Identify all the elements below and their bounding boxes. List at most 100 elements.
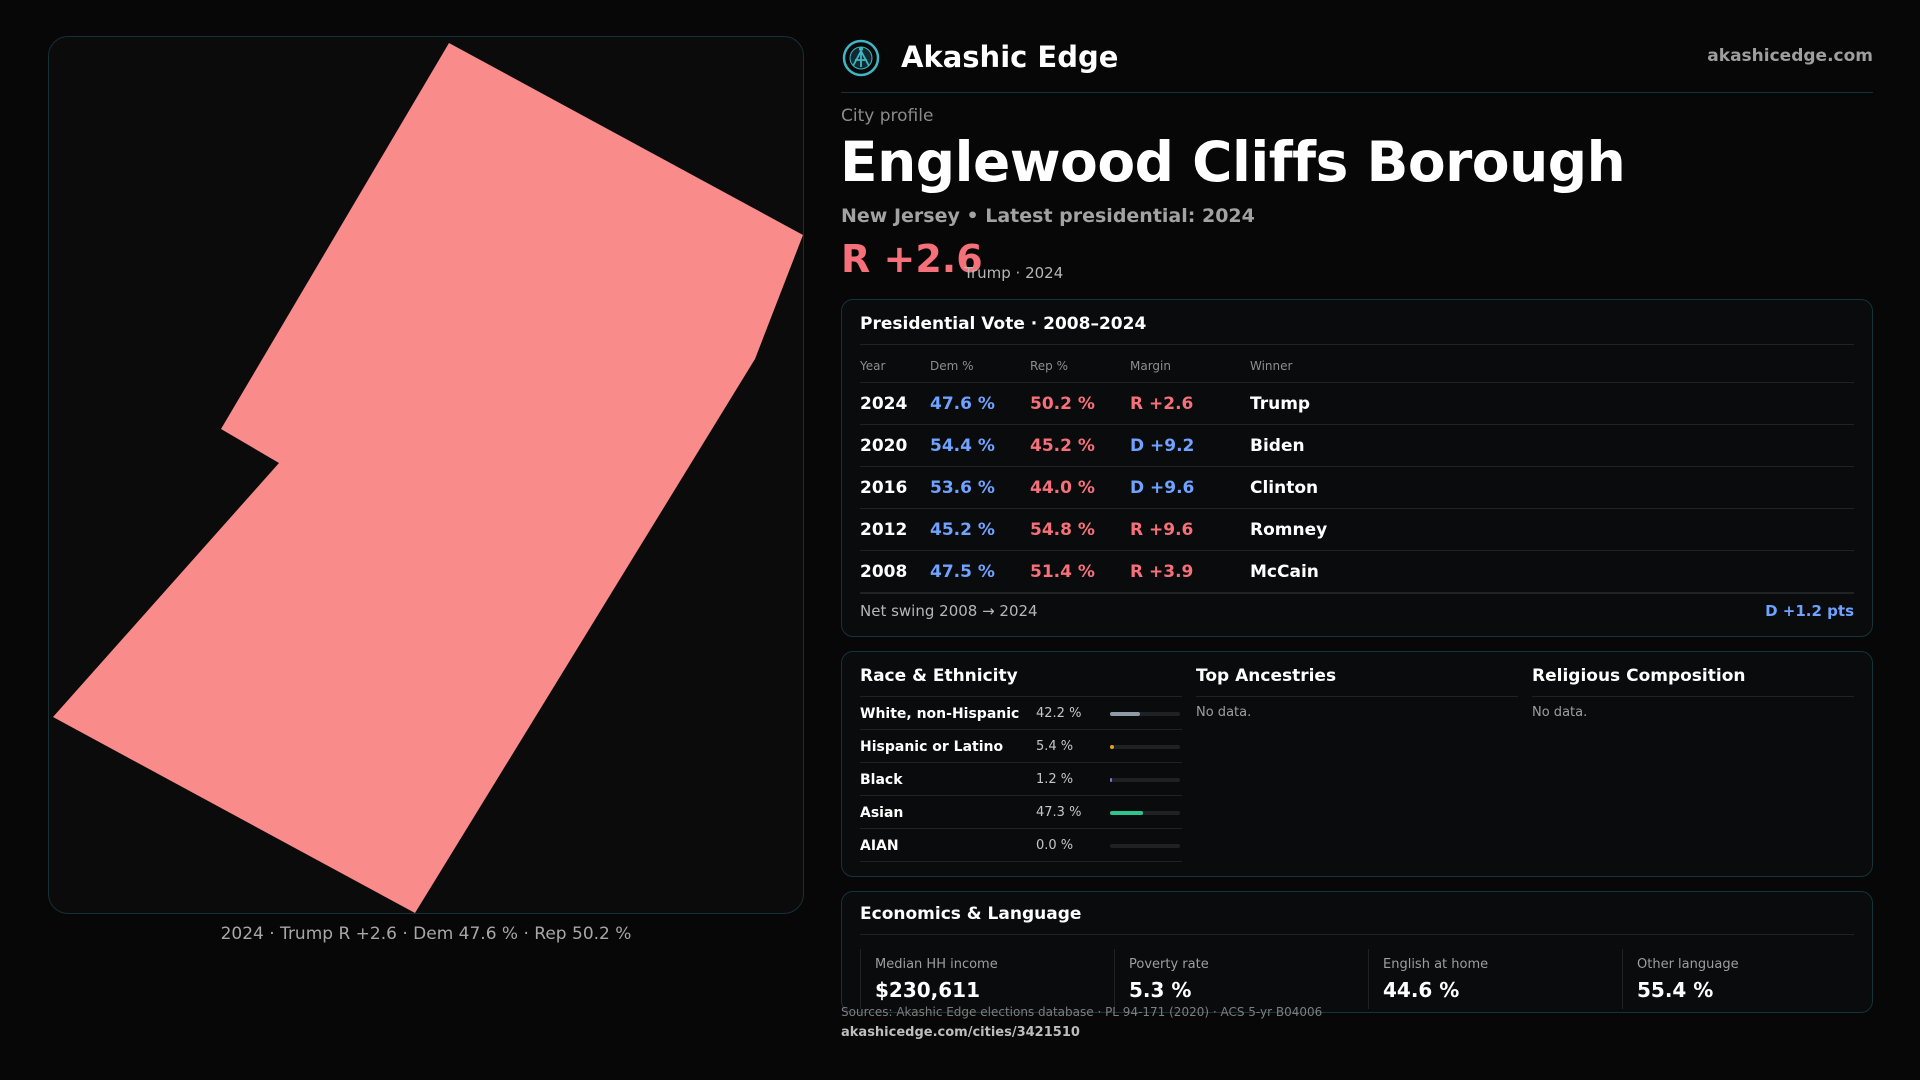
religion-empty: No data. — [1532, 705, 1588, 720]
row-winner: Romney — [1250, 508, 1854, 551]
race-bar — [1110, 811, 1180, 815]
table-row: 2008 47.5 % 51.4 % R +3.9 McCain — [860, 550, 1854, 593]
economics-title: Economics & Language — [860, 904, 1082, 924]
race-bar-fill — [1110, 712, 1140, 716]
row-dem: 45.2 % — [930, 508, 1030, 551]
page-title: Englewood Cliffs Borough — [840, 130, 1626, 194]
race-bar — [1110, 712, 1180, 716]
row-dem: 53.6 % — [930, 466, 1030, 509]
stat-label: Median HH income — [875, 957, 998, 972]
row-rep: 50.2 % — [1030, 382, 1130, 425]
vote-table: Year Dem % Rep % Margin Winner 2024 47.6… — [860, 350, 1854, 593]
divider — [860, 593, 1854, 594]
religion-section: Religious Composition No data. — [1532, 666, 1854, 720]
divider — [860, 344, 1854, 345]
col-margin: Margin — [1130, 350, 1250, 383]
list-item: Asian 47.3 % — [860, 796, 1182, 829]
row-year: 2024 — [860, 382, 930, 425]
row-dem: 47.6 % — [930, 382, 1030, 425]
city-profile-label: City profile — [841, 106, 934, 126]
race-label: White, non-Hispanic — [860, 706, 1020, 722]
vote-table-header: Year Dem % Rep % Margin Winner — [860, 350, 1854, 383]
race-pct: 0.0 % — [1036, 838, 1074, 853]
row-winner: Trump — [1250, 382, 1854, 425]
row-dem: 54.4 % — [930, 424, 1030, 467]
race-bar — [1110, 778, 1180, 782]
row-year: 2016 — [860, 466, 930, 509]
economics-card: Economics & Language Median HH income $2… — [841, 891, 1873, 1013]
race-ethnicity-section: Race & Ethnicity White, non-Hispanic 42.… — [860, 666, 1182, 862]
race-bar — [1110, 745, 1180, 749]
row-rep: 44.0 % — [1030, 466, 1130, 509]
stat-value: 5.3 % — [1129, 978, 1192, 1002]
race-title: Race & Ethnicity — [860, 666, 1182, 697]
race-label: Black — [860, 772, 903, 788]
row-winner: Biden — [1250, 424, 1854, 467]
map-panel[interactable] — [48, 36, 804, 914]
race-label: AIAN — [860, 838, 899, 854]
col-year: Year — [860, 350, 930, 383]
row-margin: R +9.6 — [1130, 508, 1250, 551]
site-link[interactable]: akashicedge.com — [1707, 46, 1873, 66]
latest-margin: R +2.6 — [841, 237, 983, 281]
list-item: White, non-Hispanic 42.2 % — [860, 697, 1182, 730]
divider — [860, 934, 1854, 935]
demographics-card: Race & Ethnicity White, non-Hispanic 42.… — [841, 651, 1873, 877]
source-url-link[interactable]: akashicedge.com/cities/3421510 — [841, 1025, 1080, 1040]
row-winner: Clinton — [1250, 466, 1854, 509]
race-bar-fill — [1110, 745, 1114, 749]
col-winner: Winner — [1250, 350, 1854, 383]
ancestries-title: Top Ancestries — [1196, 666, 1518, 697]
race-pct: 1.2 % — [1036, 772, 1074, 787]
sources-note: Sources: Akashic Edge elections database… — [841, 1005, 1323, 1019]
row-margin: R +3.9 — [1130, 550, 1250, 593]
col-dem: Dem % — [930, 350, 1030, 383]
race-label: Asian — [860, 805, 904, 821]
col-rep: Rep % — [1030, 350, 1130, 383]
row-year: 2008 — [860, 550, 930, 593]
row-rep: 51.4 % — [1030, 550, 1130, 593]
borough-shape[interactable] — [53, 43, 803, 913]
row-rep: 54.8 % — [1030, 508, 1130, 551]
race-label: Hispanic or Latino — [860, 739, 1004, 755]
latest-margin-note: Trump · 2024 — [964, 264, 1064, 282]
race-pct: 5.4 % — [1036, 739, 1074, 754]
list-item: Black 1.2 % — [860, 763, 1182, 796]
race-bar-fill — [1110, 778, 1112, 782]
row-year: 2012 — [860, 508, 930, 551]
row-margin: R +2.6 — [1130, 382, 1250, 425]
stat-value: 55.4 % — [1637, 978, 1714, 1002]
vote-card-title: Presidential Vote · 2008–2024 — [860, 314, 1147, 334]
table-row: 2024 47.6 % 50.2 % R +2.6 Trump — [860, 382, 1854, 425]
list-item: AIAN 0.0 % — [860, 829, 1182, 862]
row-rep: 45.2 % — [1030, 424, 1130, 467]
stat-english-at-home: English at home 44.6 % — [1368, 949, 1608, 1009]
stat-poverty-rate: Poverty rate 5.3 % — [1114, 949, 1354, 1009]
row-year: 2020 — [860, 424, 930, 467]
race-bar-fill — [1110, 811, 1143, 815]
akashic-logo-icon — [842, 39, 880, 77]
race-pct: 42.2 % — [1036, 706, 1082, 721]
table-row: 2012 45.2 % 54.8 % R +9.6 Romney — [860, 508, 1854, 551]
row-margin: D +9.2 — [1130, 424, 1250, 467]
borough-map[interactable] — [49, 37, 804, 914]
stat-median-income: Median HH income $230,611 — [860, 949, 1100, 1009]
city-subtitle: New Jersey • Latest presidential: 2024 — [841, 205, 1255, 227]
row-dem: 47.5 % — [930, 550, 1030, 593]
net-swing-label: Net swing 2008 → 2024 — [860, 602, 1038, 620]
ancestries-empty: No data. — [1196, 705, 1252, 720]
race-pct: 47.3 % — [1036, 805, 1082, 820]
stat-other-language: Other language 55.4 % — [1622, 949, 1862, 1009]
stat-label: English at home — [1383, 957, 1489, 972]
list-item: Hispanic or Latino 5.4 % — [860, 730, 1182, 763]
religion-title: Religious Composition — [1532, 666, 1854, 697]
header: Akashic Edge akashicedge.com — [841, 34, 1873, 93]
race-bar — [1110, 844, 1180, 848]
presidential-vote-card: Presidential Vote · 2008–2024 Year Dem %… — [841, 299, 1873, 637]
net-swing-value: D +1.2 pts — [1765, 602, 1854, 620]
stat-label: Poverty rate — [1129, 957, 1209, 972]
table-row: 2020 54.4 % 45.2 % D +9.2 Biden — [860, 424, 1854, 467]
row-margin: D +9.6 — [1130, 466, 1250, 509]
row-winner: McCain — [1250, 550, 1854, 593]
map-caption: 2024 · Trump R +2.6 · Dem 47.6 % · Rep 5… — [220, 924, 632, 944]
